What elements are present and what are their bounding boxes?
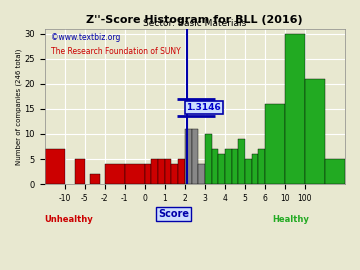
Bar: [198, 164, 205, 184]
Text: 1.3146: 1.3146: [186, 103, 221, 112]
Bar: [145, 164, 152, 184]
Text: Sector: Basic Materials: Sector: Basic Materials: [143, 19, 247, 28]
Bar: [218, 154, 225, 184]
Text: Unhealthy: Unhealthy: [44, 215, 93, 224]
Bar: [152, 159, 158, 184]
Bar: [165, 159, 171, 184]
Bar: [75, 159, 85, 184]
Bar: [238, 139, 245, 184]
Bar: [325, 159, 345, 184]
Bar: [171, 164, 178, 184]
Text: The Research Foundation of SUNY: The Research Foundation of SUNY: [51, 47, 180, 56]
Bar: [125, 164, 145, 184]
Bar: [205, 134, 212, 184]
Bar: [305, 79, 325, 184]
Bar: [45, 149, 65, 184]
Bar: [231, 149, 238, 184]
Bar: [192, 129, 198, 184]
Bar: [90, 174, 100, 184]
Bar: [245, 159, 252, 184]
Bar: [178, 159, 185, 184]
Bar: [265, 104, 285, 184]
Bar: [225, 149, 231, 184]
Text: Healthy: Healthy: [273, 215, 309, 224]
Text: ©www.textbiz.org: ©www.textbiz.org: [51, 33, 120, 42]
Bar: [258, 149, 265, 184]
Title: Z''-Score Histogram for BLL (2016): Z''-Score Histogram for BLL (2016): [86, 15, 303, 25]
Bar: [252, 154, 258, 184]
Bar: [285, 33, 305, 184]
Y-axis label: Number of companies (246 total): Number of companies (246 total): [15, 48, 22, 165]
Bar: [212, 149, 218, 184]
Text: Score: Score: [158, 209, 189, 219]
Bar: [185, 129, 192, 184]
Bar: [158, 159, 165, 184]
Bar: [105, 164, 125, 184]
